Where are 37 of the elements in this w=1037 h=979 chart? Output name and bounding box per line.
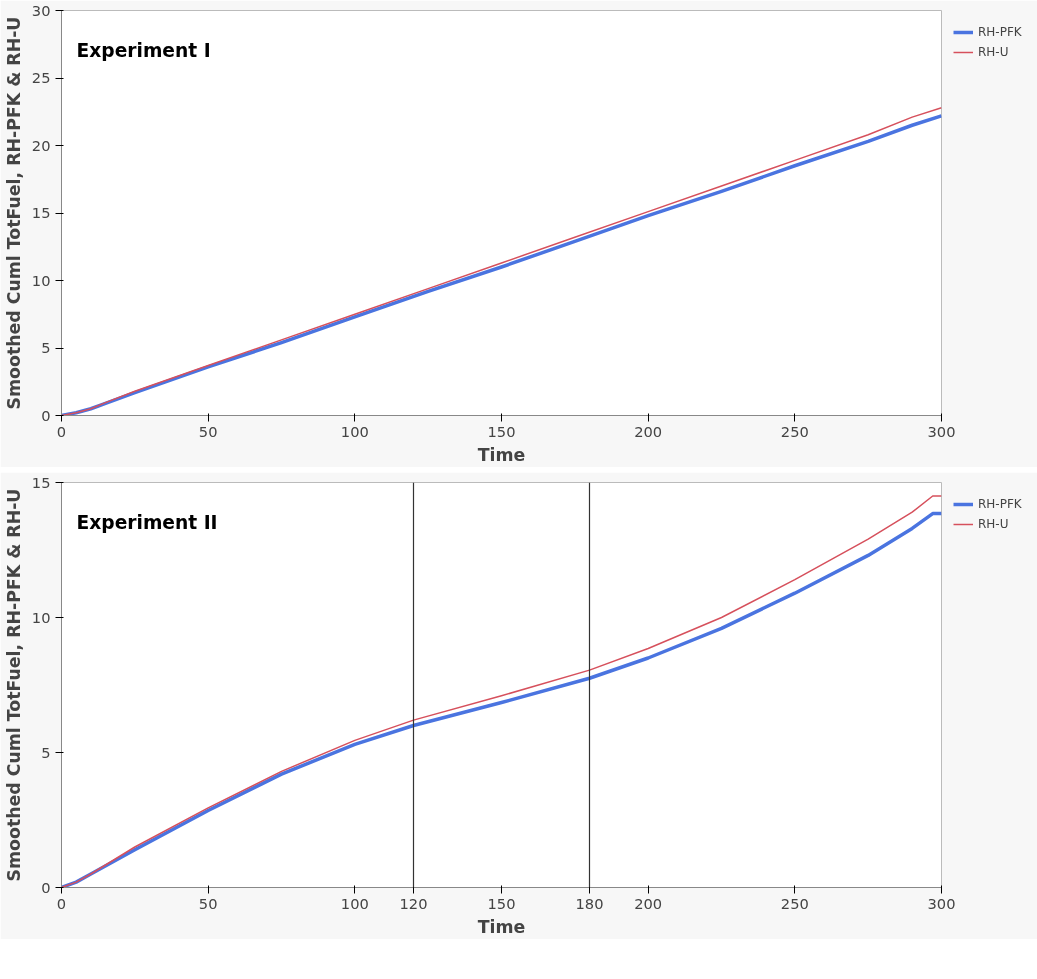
text: Experiment I [76, 39, 211, 61]
y-tick-label: 0 [41, 878, 51, 896]
x-tick-label: 300 [927, 422, 956, 440]
y-tick-label: 5 [41, 743, 51, 761]
x-tick-label: 100 [340, 422, 369, 440]
x-tick-label: 250 [780, 422, 809, 440]
y-tick-label: 15 [31, 204, 51, 221]
text: Experiment II [76, 511, 218, 533]
legend-label: RH-PFK [978, 25, 1022, 39]
x-tick-label: 120 [399, 894, 428, 912]
x-axis-title: Time [477, 444, 526, 465]
x-tick-label: 0 [56, 422, 67, 440]
y-tick-label: 10 [31, 271, 51, 289]
legend-label: RH-U [978, 517, 1009, 531]
legend-label: RH-PFK [978, 497, 1022, 511]
x-tick-label: 250 [780, 894, 809, 912]
x-tick-label: 150 [487, 894, 516, 912]
x-tick-label: 180 [575, 894, 604, 912]
x-tick-label: 200 [634, 422, 663, 440]
y-tick-label: 0 [41, 406, 51, 424]
x-tick-label: 150 [487, 422, 516, 440]
x-tick-label: 50 [198, 422, 218, 440]
y-tick-label: 15 [31, 473, 51, 491]
y-tick-label: 20 [31, 136, 51, 154]
legend-label: RH-U [978, 45, 1009, 59]
x-axis-title: Time [477, 916, 526, 937]
y-axis-title: Smoothed Cuml TotFuel, RH-PFK & RH-U [3, 488, 24, 882]
x-tick-label: 0 [56, 894, 67, 912]
y-tick-label: 30 [31, 1, 51, 19]
x-tick-label: 50 [198, 894, 218, 912]
y-tick-label: 25 [31, 69, 51, 86]
x-tick-label: 200 [634, 894, 663, 912]
y-tick-label: 10 [31, 608, 51, 626]
y-axis-title: Smoothed Cuml TotFuel, RH-PFK & RH-U [3, 16, 24, 410]
x-tick-label: 300 [927, 894, 956, 912]
y-tick-label: 5 [41, 339, 51, 356]
x-tick-label: 100 [340, 894, 369, 912]
